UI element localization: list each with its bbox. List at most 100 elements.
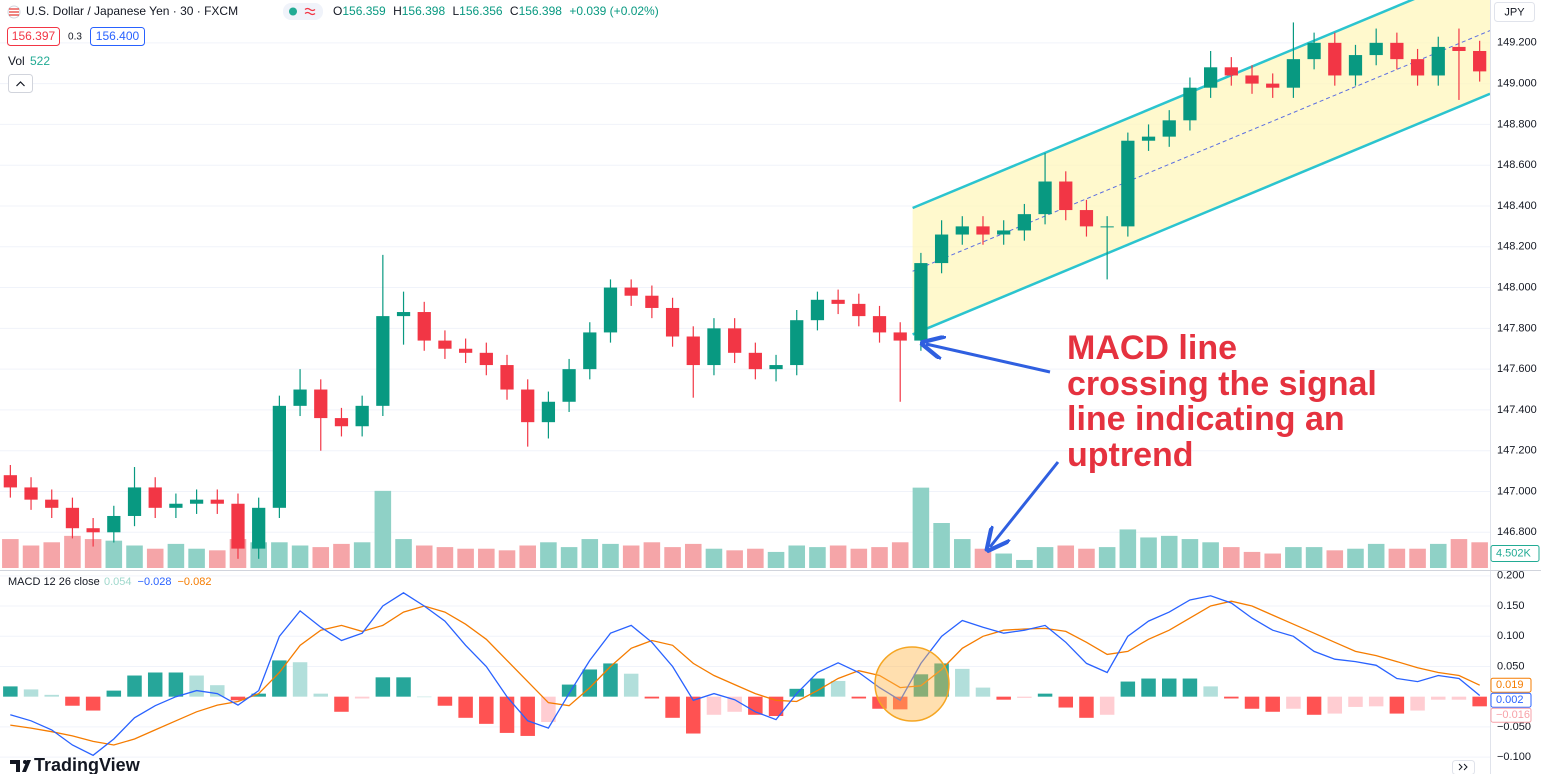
histogram-bar xyxy=(582,669,598,697)
volume-bar xyxy=(167,543,185,568)
histogram-bar xyxy=(354,696,370,699)
volume-bar xyxy=(540,542,557,568)
histogram-bar xyxy=(830,680,846,697)
histogram-bar xyxy=(23,689,39,697)
histogram-bar xyxy=(437,696,453,706)
volume-bar xyxy=(457,548,474,568)
histogram-bar xyxy=(147,672,163,697)
sell-button[interactable] xyxy=(7,27,60,46)
candle-body xyxy=(914,263,928,341)
candle-body xyxy=(831,299,845,304)
candle-body xyxy=(210,499,224,504)
candle-body xyxy=(810,299,825,321)
currency-button[interactable] xyxy=(1494,2,1535,22)
volume-bar xyxy=(84,539,102,568)
buy-button[interactable] xyxy=(90,27,145,46)
volume-bar xyxy=(1243,551,1261,568)
volume-bar xyxy=(146,548,164,568)
candle-body xyxy=(86,528,100,533)
volume-bar xyxy=(622,545,640,568)
ask: 156.400 xyxy=(96,29,140,43)
histogram-bar xyxy=(1161,678,1177,697)
volume-bar xyxy=(1016,559,1033,568)
histogram-bar xyxy=(44,694,59,697)
histogram-bar xyxy=(106,690,122,697)
histogram-bar xyxy=(603,663,618,697)
highlight-circle xyxy=(874,646,950,722)
volume-bar xyxy=(664,547,681,568)
macd-legend-value: 0.054 xyxy=(104,576,132,588)
histogram-bar xyxy=(1451,696,1467,700)
candle-body xyxy=(479,352,493,366)
histogram-bar xyxy=(1327,696,1343,714)
volume-bar xyxy=(1326,550,1344,568)
volume-bar xyxy=(974,548,992,568)
status-badge[interactable] xyxy=(283,3,323,20)
candle-body xyxy=(438,340,452,349)
ohlc-key: L xyxy=(452,4,459,18)
histogram-bar xyxy=(955,668,970,697)
histogram-bar xyxy=(975,687,991,697)
grid xyxy=(0,42,1490,758)
channel-fill xyxy=(912,0,1490,335)
histogram-bar xyxy=(1368,696,1384,707)
candle-body xyxy=(624,287,638,296)
ohlc-key: C xyxy=(510,4,519,18)
volume-bar xyxy=(767,551,785,568)
volume-bar xyxy=(519,545,536,568)
histogram-bar xyxy=(499,696,515,733)
candle-body xyxy=(45,499,59,508)
candle-body xyxy=(583,332,597,370)
bid: 156.397 xyxy=(12,29,56,43)
y-tick-label: −0.100 xyxy=(1497,751,1531,763)
volume-bar xyxy=(415,545,433,568)
candle-body xyxy=(1121,140,1135,227)
y-tick-label: 148.200 xyxy=(1497,241,1537,253)
volume-bar xyxy=(312,547,330,568)
y-tick-label: 147.600 xyxy=(1497,363,1537,375)
volume-bar xyxy=(436,547,454,568)
volume-bar xyxy=(1367,543,1385,568)
histogram-bar xyxy=(686,696,701,734)
volume-bar xyxy=(829,545,847,568)
price-pane xyxy=(2,0,1490,568)
histogram-bar xyxy=(313,693,329,697)
histogram-bar xyxy=(65,696,80,706)
candle-body xyxy=(355,405,369,427)
y-tick-label: 0.100 xyxy=(1497,630,1525,642)
candle-body xyxy=(1286,59,1301,88)
volume-bar xyxy=(1471,542,1488,568)
volume-bar xyxy=(1264,553,1281,568)
volume-bar xyxy=(126,545,143,568)
ohlc: O156.359 H156.398 L156.356 C156.398 +0.0… xyxy=(333,4,659,18)
scroll-icon xyxy=(1458,763,1468,771)
histogram-bar xyxy=(189,675,204,697)
histogram-bar xyxy=(727,696,742,712)
macd-title: MACD 12 26 close xyxy=(8,576,100,588)
candle-body xyxy=(1348,55,1363,76)
spread: 0.3 xyxy=(68,32,82,43)
volume-bar xyxy=(1409,548,1426,568)
volume-bar xyxy=(726,550,743,568)
volume-value: 522 xyxy=(30,54,50,68)
candle-body xyxy=(107,515,121,533)
candle-body xyxy=(169,503,183,508)
y-tick-label: −0.050 xyxy=(1497,721,1531,733)
volume-bar xyxy=(333,543,350,568)
candle-body xyxy=(1473,50,1487,72)
candle-body xyxy=(293,389,307,406)
histogram-bar xyxy=(1099,696,1115,715)
annotation-line: line indicating an xyxy=(1067,400,1345,438)
candle-body xyxy=(976,226,990,235)
last-value-label: 0.002 xyxy=(1496,694,1524,706)
histogram-bar xyxy=(1037,693,1053,697)
histogram-bar xyxy=(1120,681,1136,697)
collapse-button[interactable] xyxy=(8,74,33,93)
histogram-bar xyxy=(458,696,473,718)
volume-bar xyxy=(747,548,764,568)
collapse-icon xyxy=(16,81,25,87)
volume-bar xyxy=(1429,543,1447,568)
volume-bar xyxy=(105,540,123,568)
scroll-button[interactable] xyxy=(1452,760,1475,774)
